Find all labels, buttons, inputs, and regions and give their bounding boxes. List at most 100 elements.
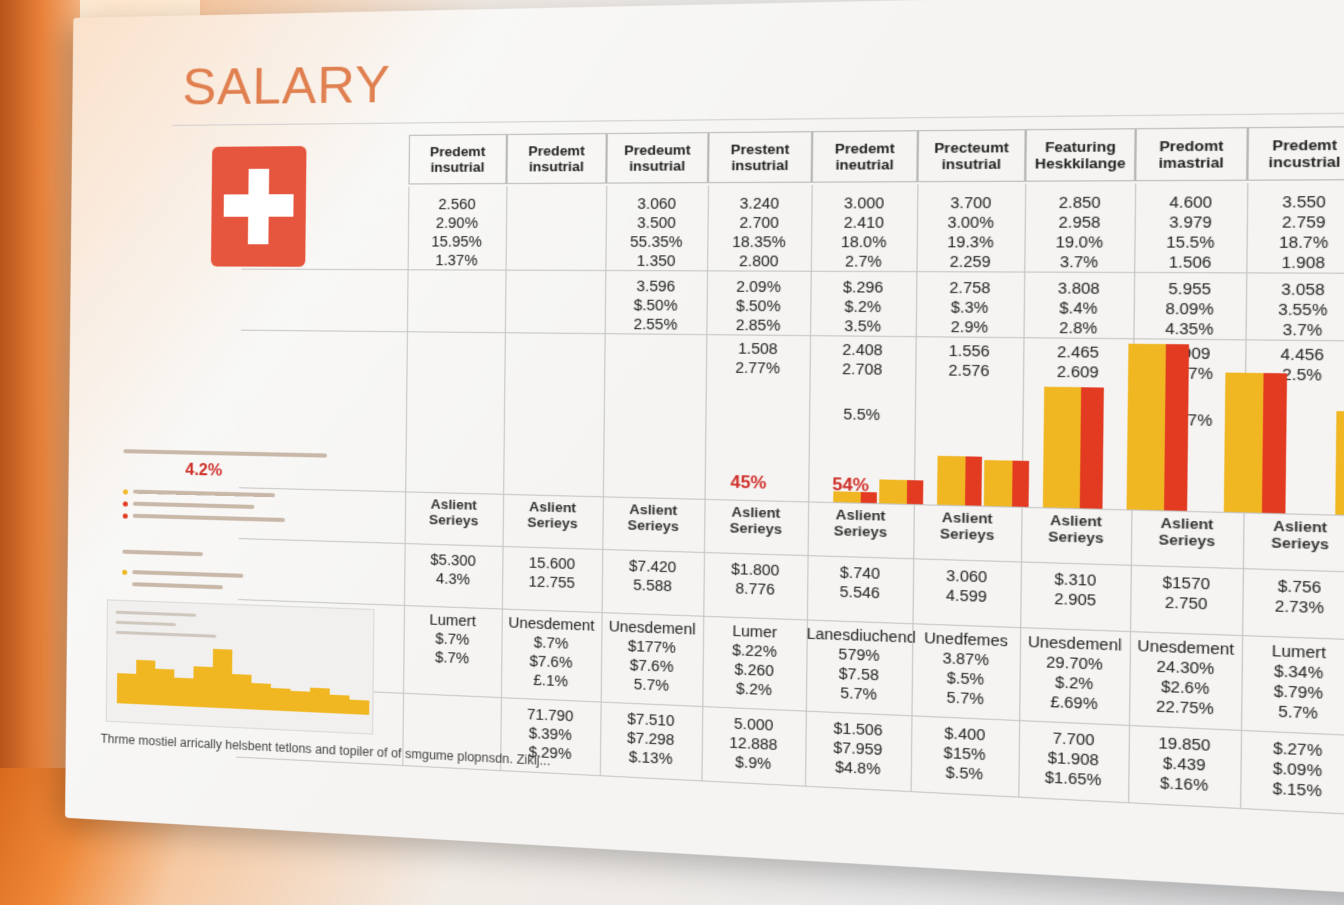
- cell-value: 3.550 2.759 18.7% 1.908: [1246, 192, 1344, 273]
- data-label: 45%: [709, 473, 788, 494]
- cell-value: 2.560 2.90% 15.95% 1.37%: [408, 194, 507, 269]
- column-header: Precteumt insutrial: [917, 129, 1025, 182]
- cell-value: 5.955 8.09% 4.35%: [1133, 279, 1246, 340]
- cell-value: 2.09% $.50% 2.85%: [706, 277, 810, 335]
- cell-value: 3.058 3.55% 3.7%: [1245, 279, 1344, 340]
- cell-value: 3.060 4.599: [913, 565, 1021, 608]
- column-header: Predemt insutrial: [506, 133, 606, 184]
- column-header: Prestent insutrial: [708, 131, 812, 183]
- cell-value: Lanesdiuchend 579% $7.58 5.7%: [806, 624, 912, 706]
- bar-segment: [965, 456, 982, 505]
- cell-value: Lumer $.22% $.260 $.2%: [702, 620, 806, 701]
- cell-value: Unesdemenl 29.70% $.2% £.69%: [1019, 631, 1130, 715]
- cell-value: 1.556 2.576: [915, 340, 1023, 380]
- column-header: Predemt incustrial: [1247, 126, 1344, 181]
- series-label: Aslient Serieys: [503, 498, 603, 532]
- column-divider: [402, 187, 409, 766]
- mini-bar: [155, 669, 174, 706]
- series-label: Aslient Serieys: [808, 506, 914, 541]
- bar-segment: [1012, 460, 1029, 507]
- cell-value: 3.000 2.410 18.0% 2.7%: [811, 193, 918, 271]
- cell-value: 2.465 2.609: [1023, 342, 1133, 383]
- chart-bar: [1335, 411, 1344, 517]
- mini-bar: [212, 649, 232, 709]
- bar-segment: [1262, 373, 1287, 513]
- bar-segment: [1080, 387, 1104, 509]
- series-label: Aslient Serieys: [1021, 511, 1131, 547]
- mini-bar: [310, 688, 330, 713]
- column-header: Predomt imastrial: [1135, 127, 1248, 181]
- cell-value: 3.700 3.00% 19.3% 2.259: [916, 193, 1025, 272]
- cell-value: 5.000 12.888 $.9%: [702, 712, 806, 775]
- cell-value: 19.850 $.439 $.16%: [1128, 732, 1241, 797]
- page-title: SALARY: [182, 55, 391, 117]
- cell-value: $7.420 5.588: [602, 555, 704, 596]
- cell-value: $1570 2.750: [1130, 571, 1243, 615]
- mini-bar: [330, 695, 350, 714]
- data-label: 4.2%: [168, 461, 239, 481]
- cell-value: $.310 2.905: [1020, 568, 1130, 611]
- chart-bar: [1043, 387, 1104, 509]
- bar-segment: [1043, 387, 1081, 509]
- cell-value: 2.408 2.708: [809, 339, 915, 379]
- cell-value: $.296 $.2% 3.5%: [810, 277, 916, 336]
- series-label: Aslient Serieys: [1243, 517, 1344, 554]
- cell-value: Lumert $.34% $.79% 5.7%: [1241, 639, 1344, 724]
- column-header: Predeumt insutrial: [606, 132, 708, 183]
- bar-segment: [937, 456, 966, 506]
- cell-value: Lumert $.7% $.7%: [403, 609, 501, 669]
- cell-value: 3.596 $.50% 2.55%: [605, 276, 707, 334]
- cell-value: 2.850 2.958 19.0% 3.7%: [1024, 192, 1135, 272]
- chart-bar: [1127, 344, 1189, 511]
- series-label: Aslient Serieys: [602, 501, 704, 535]
- cell-value: 3.808 $.4% 2.8%: [1023, 278, 1134, 338]
- cell-value: 3.060 3.500 55.35% 1.350: [605, 194, 708, 271]
- mini-bar: [271, 688, 291, 711]
- cell-value: $.740 5.546: [807, 562, 913, 604]
- series-label: Aslient Serieys: [913, 508, 1021, 544]
- data-label: 54%: [810, 476, 890, 497]
- column-header: Predemt insutrial: [408, 134, 507, 185]
- cell-value: 7.700 $1.908 $1.65%: [1018, 727, 1128, 792]
- mini-bar: [232, 674, 252, 709]
- bar-segment: [1335, 411, 1344, 516]
- cell-value: 1.508 2.77%: [706, 338, 810, 378]
- column-header: Featuring Heskkilange: [1025, 128, 1136, 182]
- salary-sheet: SALARY Predemt insutrial 2.560 2.90% 15.9…: [65, 0, 1344, 905]
- red-cross-icon: [211, 146, 307, 267]
- mini-bar-chart: [106, 599, 375, 734]
- bar-segment: [1127, 344, 1166, 511]
- salary-table: Predemt insutrial 2.560 2.90% 15.95% 1.37…: [409, 125, 1344, 135]
- series-label: Aslient Serieys: [405, 496, 503, 530]
- mini-bar: [251, 683, 271, 710]
- mini-bar: [136, 660, 156, 705]
- cell-value: $.756 2.73%: [1242, 575, 1344, 619]
- legend: [123, 449, 410, 455]
- column-header: Predemt ineutrial: [812, 130, 918, 183]
- mini-bar: [349, 700, 369, 715]
- bar-segment: [907, 480, 924, 505]
- mini-bar: [174, 678, 193, 707]
- cell-value: $1.800 8.776: [703, 558, 807, 600]
- cell-value: Unesdemenl $177% $7.6% 5.7%: [601, 616, 703, 696]
- cell-value: $.400 $15% $.5%: [911, 722, 1019, 786]
- cell-value: 4.600 3.979 15.5% 1.506: [1134, 192, 1247, 272]
- mini-bar: [117, 673, 136, 704]
- cell-value: $1.506 $7.959 $4.8%: [805, 717, 911, 780]
- cell-value: 5.5%: [809, 404, 915, 425]
- bar-segment: [1164, 344, 1189, 511]
- cell-value: $5.300 4.3%: [404, 549, 502, 590]
- cell-value: $.27% $.09% $.15%: [1240, 737, 1344, 803]
- cell-value: 2.758 $.3% 2.9%: [916, 278, 1024, 338]
- cell-value: 3.240 2.700 18.35% 2.800: [707, 193, 812, 270]
- chart-bar: [937, 456, 982, 506]
- series-label: Aslient Serieys: [704, 503, 808, 538]
- cell-value: Unesdement 24.30% $2.6% 22.75%: [1129, 635, 1242, 719]
- bar-segment: [984, 459, 1013, 506]
- cell-value: Unesdement $.7% $7.6% £.1%: [501, 613, 602, 692]
- mini-bar: [290, 691, 310, 712]
- cell-value: Unedfemes 3.87% $.5% 5.7%: [912, 628, 1021, 711]
- mini-bar: [193, 666, 213, 707]
- series-label: Aslient Serieys: [1131, 514, 1243, 550]
- chart-bar: [1224, 373, 1287, 514]
